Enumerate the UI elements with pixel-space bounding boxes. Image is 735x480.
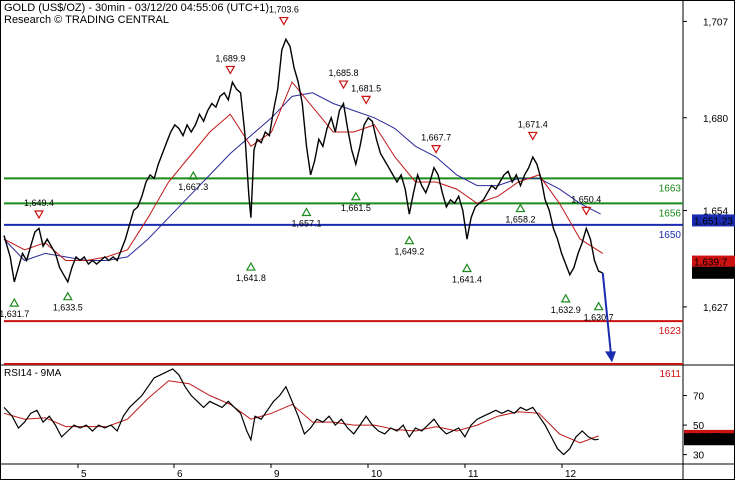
chart-subtitle: Research © TRADING CENTRAL — [4, 14, 169, 26]
pivot-high-label: 1,649.4 — [24, 198, 54, 208]
time-tick-label: 11 — [468, 469, 479, 480]
price-tick-label: 1,707 — [703, 17, 728, 28]
pivot-low-label: 1,631.7 — [0, 309, 29, 319]
level-label: 1650 — [659, 230, 682, 241]
pivot-low-marker — [9, 297, 20, 307]
pivot-high-label: 1,681.5 — [351, 83, 381, 93]
rsi-tick-label: 50 — [693, 421, 705, 432]
pivot-high-marker — [581, 206, 592, 216]
pivot-high-label: 1,667.7 — [421, 133, 451, 143]
level-label: 1623 — [659, 326, 682, 337]
pivot-low-label: 1,661.5 — [341, 203, 371, 213]
pivot-low-marker — [62, 291, 73, 301]
pivot-low-marker — [188, 170, 199, 180]
price-tag-label: 1,639.7 — [694, 258, 728, 269]
price-tag-box — [692, 214, 735, 227]
price-tick-label: 1,654 — [703, 207, 728, 218]
price-tag-box — [692, 266, 735, 279]
price-tag-label: 1,651.23 — [694, 216, 733, 227]
pivot-high-label: 1,703.6 — [269, 5, 299, 15]
pivot-high-label: 1,671.4 — [518, 119, 548, 129]
pivot-low-label: 1,641.8 — [236, 273, 266, 283]
rsi-series — [3, 368, 599, 456]
level-label: 1663 — [659, 183, 682, 194]
price-tag-label: 1,636.56 — [694, 269, 733, 280]
pivot-low-marker — [350, 191, 361, 201]
rsi-moving-average — [3, 380, 599, 444]
chart-title: GOLD (US$/OZ) - 30min - 03/12/20 04:55:0… — [4, 2, 270, 14]
pivot-low-label: 1,633.5 — [53, 303, 83, 313]
pivot-high-marker — [338, 80, 349, 90]
pivot-low-marker — [245, 261, 256, 271]
level-label: 1656 — [659, 208, 682, 219]
pivot-low-label: 1,667.3 — [178, 182, 208, 192]
pivot-low-marker — [404, 235, 415, 245]
rsi-label: RSI14 - 9MA — [4, 368, 62, 379]
pivot-high-label: 1,689.9 — [215, 53, 245, 63]
rsi-tick-label: 70 — [693, 392, 705, 403]
rsi-tag-label: 40.4054 — [686, 435, 723, 446]
time-tick-label: 9 — [274, 469, 280, 480]
pivot-low-marker — [461, 263, 472, 273]
pivot-high-marker — [361, 95, 372, 105]
pivot-high-marker — [278, 16, 289, 26]
pivot-low-label: 1,632.9 — [551, 305, 581, 315]
pivot-high-marker — [225, 65, 236, 75]
pivot-high-marker — [33, 210, 45, 220]
moving-average-slow — [3, 92, 601, 262]
price-series — [3, 37, 604, 284]
pivot-low-marker — [301, 207, 312, 217]
pivot-high-label: 1,650.4 — [571, 194, 601, 204]
rsi-tag-box — [684, 433, 734, 446]
time-tick-label: 5 — [81, 469, 87, 480]
pivot-low-marker — [593, 301, 604, 311]
price-tick-label: 1,627 — [703, 303, 728, 314]
forecast-arrow-line — [601, 272, 612, 355]
pivot-low-label: 1,658.2 — [505, 215, 535, 225]
pivot-low-label: 1,657.1 — [291, 218, 321, 228]
forecast-arrow-head — [604, 351, 616, 363]
pivot-low-label: 1,649.2 — [394, 247, 424, 257]
level-label: 1611 — [659, 369, 681, 380]
rsi-tick-label: 30 — [693, 451, 705, 462]
pivot-low-marker — [515, 203, 526, 213]
pivot-low-label: 1,641.4 — [452, 275, 482, 285]
price-tick-label: 1,680 — [703, 114, 728, 125]
time-tick-label: 10 — [371, 469, 383, 480]
pivot-low-marker — [560, 293, 571, 303]
time-tick-label: 6 — [177, 469, 183, 480]
pivot-high-marker — [431, 145, 442, 154]
pivot-low-label: 1,630.7 — [584, 313, 614, 323]
price-tag-box — [692, 255, 735, 268]
time-tick-label: 12 — [565, 469, 577, 480]
pivot-high-label: 1,685.8 — [328, 68, 358, 78]
pivot-high-marker — [527, 131, 538, 141]
